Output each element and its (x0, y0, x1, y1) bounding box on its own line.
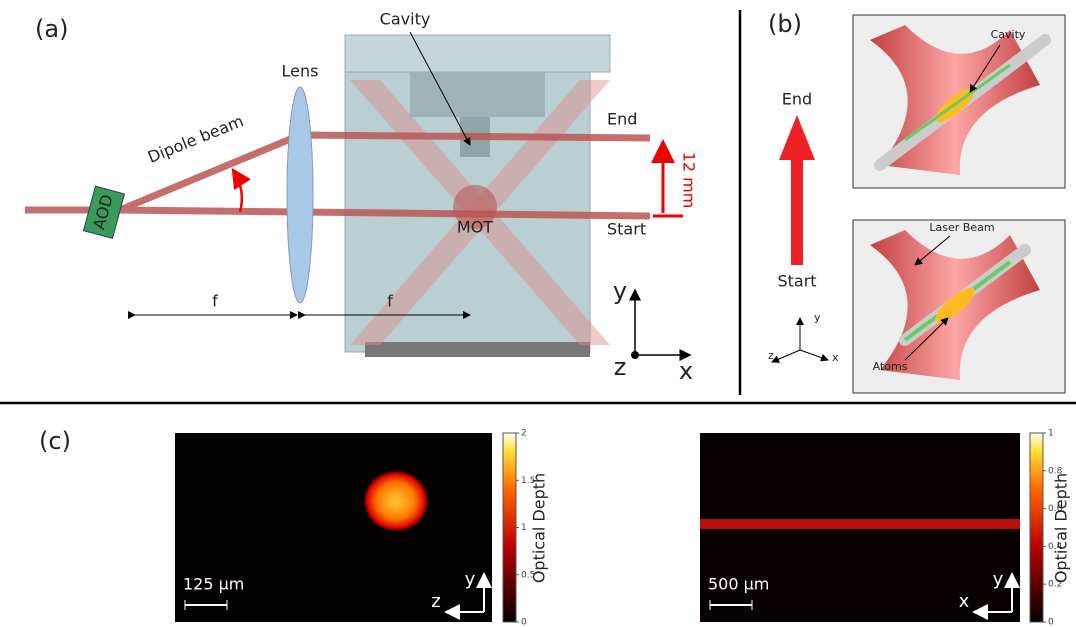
start-label: Start (777, 272, 816, 291)
axis-label: x (832, 351, 839, 364)
mot-cloud (453, 185, 497, 229)
od-image (175, 433, 492, 622)
colorbar-tick-label: 1 (521, 523, 527, 533)
render-bottom: Laser Beam Atoms (852, 219, 1066, 394)
callout-label: Laser Beam (929, 221, 994, 234)
colorbar-tick-label: 0.6 (1048, 504, 1063, 514)
panel-b: (b) End Start y z x Cavity Laser Beam At… (768, 10, 1066, 394)
focal-label: f (387, 292, 393, 311)
lens-label: Lens (282, 62, 319, 81)
scale-bar-label: 500 µm (708, 575, 769, 594)
shift-label: 12 mm (680, 152, 699, 209)
colorbar-tick-label: 0.4 (1048, 542, 1063, 552)
panel-label: (c) (39, 427, 71, 455)
lens (286, 86, 314, 304)
colorbar (502, 432, 517, 623)
panel-c: (c) 0 0.5 1 1.5 2 Optical Depth 125 µm y z 0 0.2 0.… (39, 427, 1070, 627)
axis-label: y (613, 277, 627, 305)
mot-label: MOT (457, 218, 493, 237)
axis-label: z (768, 349, 774, 362)
colorbar-tick-label: 1 (1048, 429, 1054, 439)
colorbar-tick-label: 0.8 (1048, 466, 1063, 476)
atom-cloud (364, 471, 428, 531)
colorbar-label: Optical Depth (530, 473, 549, 583)
scale-bar-label: 125 µm (183, 575, 244, 594)
scan-arrow (231, 167, 251, 213)
colorbar-tick-label: 0.2 (1048, 580, 1062, 590)
axis-label: z (431, 591, 440, 612)
axis-label: y (465, 569, 476, 590)
panel-label: (a) (35, 15, 68, 43)
chamber-base (365, 342, 590, 357)
colorbar-tick-label: 0 (1048, 618, 1054, 627)
focal-label: f (212, 292, 218, 311)
move-arrow (779, 115, 815, 265)
start-label: Start (607, 220, 646, 239)
dipole-beam-label: Dipole beam (145, 111, 246, 167)
chamber-cap (344, 34, 611, 73)
colorbar-label: Optical Depth (1052, 473, 1071, 583)
axis-label: x (959, 591, 970, 612)
axis-label: y (993, 569, 1004, 590)
axis-label: x (679, 357, 693, 385)
colorbar-tick-label: 1.5 (521, 476, 535, 486)
callout-label: Atoms (873, 360, 908, 373)
colorbar-tick-label: 2 (521, 429, 527, 439)
cavity-label: Cavity (380, 10, 431, 29)
end-label: End (607, 110, 637, 129)
render-top: Cavity (852, 14, 1066, 189)
axis-label: z (614, 353, 627, 381)
colorbar-tick-label: 0.5 (521, 570, 535, 580)
panel-label: (b) (768, 10, 802, 38)
colorbar (1029, 432, 1044, 623)
aod: AOD (82, 185, 126, 239)
callout-label: Cavity (991, 28, 1026, 41)
colorbar-tick-label: 0 (521, 618, 527, 627)
atom-line (700, 519, 1020, 529)
panel-a: (a) AOD Dipole beam Lens Cavity MOT End … (25, 10, 699, 385)
cavity-mount (410, 72, 545, 117)
end-label: End (782, 90, 812, 109)
axis-label: y (814, 311, 821, 324)
